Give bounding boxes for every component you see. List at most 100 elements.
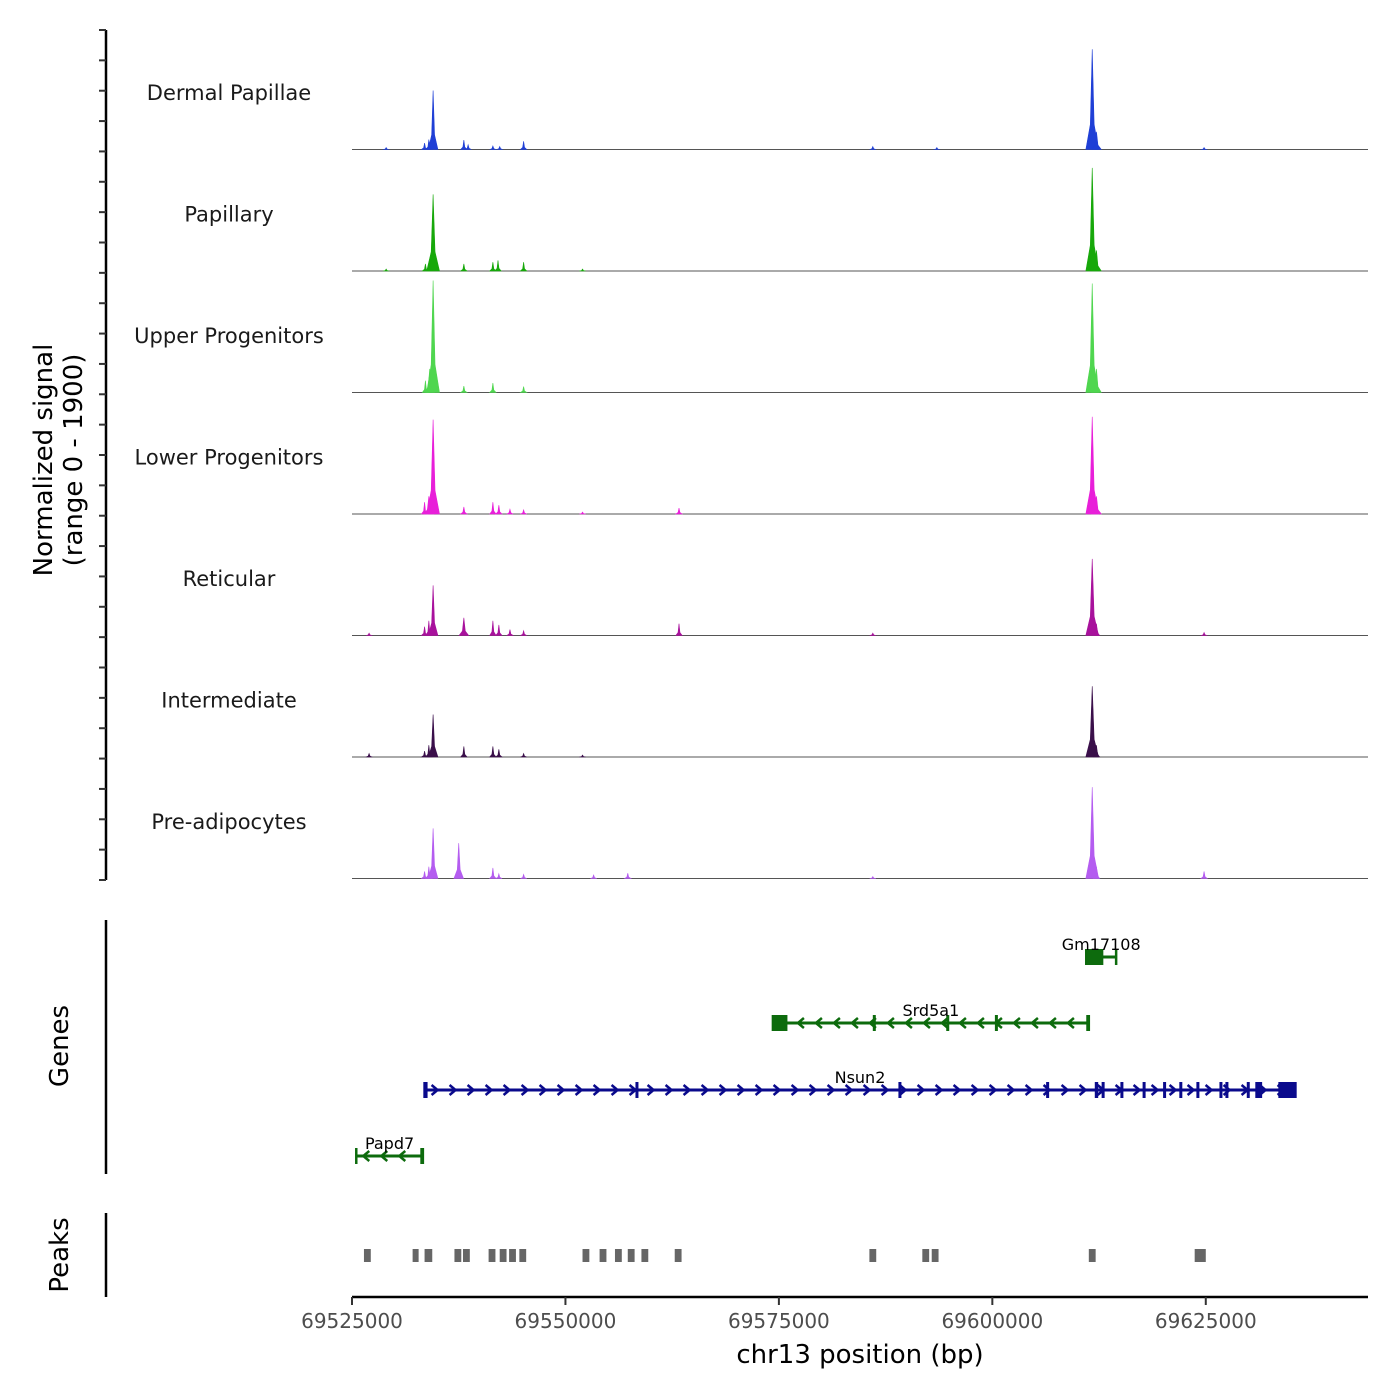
peak-region <box>509 1249 516 1262</box>
signal-peak <box>519 386 528 393</box>
strand-arrow <box>849 1017 859 1029</box>
exon <box>872 1015 876 1031</box>
signal-peak <box>933 146 941 150</box>
strand-arrow <box>1006 1084 1016 1096</box>
strand-arrow <box>682 1084 692 1096</box>
signal-peak <box>519 141 528 150</box>
signal-peak <box>520 629 527 636</box>
signal-peak <box>489 867 497 879</box>
strand-arrow <box>1132 1084 1142 1096</box>
exon <box>1255 1082 1263 1098</box>
signal-peak <box>623 873 633 879</box>
signal-peak <box>520 752 527 758</box>
signal-peak <box>425 866 433 879</box>
signal-peak <box>1200 871 1209 879</box>
gene-label: Nsun2 <box>835 1068 886 1087</box>
strand-arrow <box>718 1084 728 1096</box>
track-papillary: Papillary <box>184 167 1368 272</box>
signal-tracks: Dermal Papillae Papillary Upper Progenitor… <box>134 49 1368 879</box>
signal-peak <box>424 139 433 150</box>
exon <box>772 1015 788 1031</box>
x-axis-title: chr13 position (bp) <box>736 1340 983 1370</box>
signal-peak <box>495 624 503 636</box>
strand-arrow <box>646 1084 656 1096</box>
signal-peak <box>459 746 468 758</box>
strand-arrow <box>1024 1084 1034 1096</box>
exon <box>1142 1082 1146 1098</box>
strand-arrow <box>664 1084 674 1096</box>
gene-papd7: Papd7 <box>355 1134 425 1164</box>
strand-arrow <box>1065 1017 1075 1029</box>
signal-peak <box>421 380 430 393</box>
signal-peak <box>420 142 429 150</box>
peaks-axis-title: Peaks <box>45 1217 75 1292</box>
strand-arrow <box>1168 1084 1178 1096</box>
signal-peak <box>520 873 527 879</box>
exon <box>1163 1082 1167 1098</box>
signal-peak <box>421 263 430 272</box>
signal-peak <box>869 145 877 150</box>
signal-peak <box>1085 787 1099 879</box>
signal-peak <box>496 145 503 150</box>
gene-nsun2: Nsun2 <box>423 1068 1297 1098</box>
strand-arrow <box>520 1084 530 1096</box>
peak-region <box>931 1249 939 1262</box>
track-label: Papillary <box>184 203 273 227</box>
strand-arrow <box>1011 1017 1021 1029</box>
strand-arrow <box>903 1017 913 1029</box>
strand-arrow <box>939 1017 949 1029</box>
strand-arrow <box>813 1017 823 1029</box>
peak-region <box>424 1249 433 1262</box>
strand-arrow <box>700 1084 710 1096</box>
strand-arrow <box>1047 1017 1057 1029</box>
signal-peak <box>420 751 429 758</box>
signal-peak <box>420 626 429 636</box>
signal-peak <box>1200 631 1208 636</box>
gene-label: Gm17108 <box>1062 935 1141 954</box>
x-axis: chr13 position (bp) 69525000 69550000 6957… <box>301 1295 1368 1370</box>
signal-peak <box>426 194 440 272</box>
peak-region <box>1198 1249 1206 1262</box>
peak-region <box>599 1249 607 1262</box>
signal-peak <box>590 874 597 879</box>
exon <box>994 1015 998 1031</box>
signal-peak <box>1092 623 1101 636</box>
signal-peak <box>425 259 434 272</box>
signal-peak <box>458 617 470 636</box>
signal-peak <box>420 502 429 515</box>
strand-arrow <box>466 1084 476 1096</box>
genes-axis-title: Genes <box>45 1005 75 1087</box>
signal-peak <box>425 745 433 758</box>
strand-arrow <box>592 1084 602 1096</box>
peak-region <box>499 1249 507 1262</box>
track-dermal-papillae: Dermal Papillae <box>147 49 1368 150</box>
strand-arrow <box>988 1084 998 1096</box>
strand-arrow <box>934 1084 944 1096</box>
signal-peak <box>423 496 435 515</box>
strand-arrow <box>574 1084 584 1096</box>
peak-region <box>922 1249 930 1262</box>
exon <box>1219 1082 1223 1098</box>
signal-peak <box>869 632 877 636</box>
left-axes <box>99 29 108 1297</box>
strand-arrow <box>1186 1084 1196 1096</box>
strand-arrow <box>795 1017 805 1029</box>
gene-label: Srd5a1 <box>902 1001 959 1020</box>
signal-peak <box>365 752 373 758</box>
strand-arrow <box>921 1017 931 1029</box>
signal-peak <box>495 872 503 879</box>
strand-arrow <box>975 1017 985 1029</box>
track-reticular: Reticular <box>183 558 1368 636</box>
strand-arrow <box>808 1084 818 1096</box>
strand-arrow <box>1029 1017 1039 1029</box>
track-upper-progenitors: Upper Progenitors <box>134 280 1368 393</box>
exon <box>420 1148 424 1164</box>
track-pre-adipocytes: Pre-adipocytes <box>151 787 1368 879</box>
gene-srd5a1: Srd5a1 <box>771 1001 1091 1031</box>
signal-peak <box>674 508 684 515</box>
signal-peak <box>494 749 503 758</box>
strand-arrow <box>1204 1084 1214 1096</box>
signal-peak <box>425 620 433 636</box>
signal-peak <box>579 511 586 515</box>
exon <box>1179 1082 1183 1098</box>
